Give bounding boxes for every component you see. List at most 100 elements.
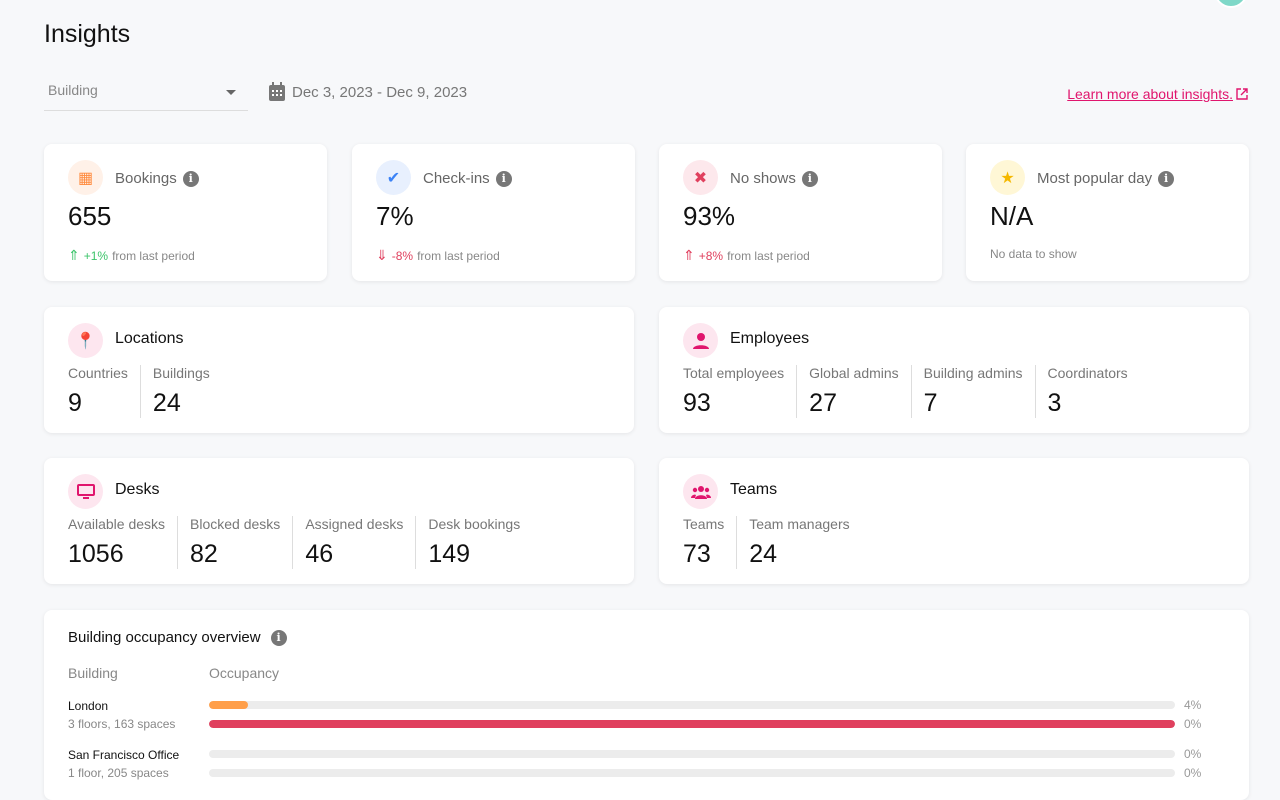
teams-card: Teams Teams 73 Team managers 24 <box>659 458 1249 584</box>
kpi-delta: +8% <box>698 248 724 263</box>
info-icon[interactable]: i <box>801 170 818 187</box>
column-header-occupancy: Occupancy <box>209 665 280 681</box>
kpi-delta: +1% <box>83 248 109 263</box>
kpi-value: N/A <box>990 201 1034 231</box>
employees-title: Employees <box>730 330 810 347</box>
occupancy-bar-fill <box>209 720 1175 728</box>
stat-teams: Teams 73 <box>683 516 736 569</box>
locations-card: 📍 Locations Countries 9 Buildings 24 <box>44 307 634 433</box>
stat-value: 24 <box>152 389 181 417</box>
check-icon: ✔ <box>376 160 411 195</box>
page-title: Insights <box>44 20 131 48</box>
kpi-delta-text: from last period <box>727 248 810 263</box>
building-occupancy-card: Building occupancy overview i Building Oc… <box>44 610 1249 800</box>
user-avatar[interactable] <box>1214 0 1248 8</box>
stat-label: Coordinators <box>1047 365 1128 381</box>
stat-label: Blocked desks <box>190 516 281 532</box>
info-icon[interactable]: i <box>270 629 287 646</box>
occupancy-bar <box>209 720 1175 728</box>
stat-label: Countries <box>68 365 128 381</box>
caret-down-icon <box>226 90 236 95</box>
building-select-value: Building <box>48 82 98 98</box>
kpi-card-check-ins: ✔ Check-ins i 7% ⇓ -8% from last period <box>352 144 635 281</box>
info-icon[interactable]: i <box>495 170 512 187</box>
stat-building-admins: Building admins 7 <box>910 365 1035 418</box>
stat-available-desks: Available desks 1056 <box>68 516 177 569</box>
kpi-delta-text: No data to show <box>990 247 1077 261</box>
stat-label: Total employees <box>683 365 785 381</box>
stat-desk-bookings: Desk bookings 149 <box>415 516 532 569</box>
external-link-icon <box>1236 88 1248 100</box>
stat-blocked-desks: Blocked desks 82 <box>177 516 292 569</box>
kpi-value: 655 <box>68 201 112 231</box>
stat-label: Buildings <box>152 365 210 381</box>
desks-title: Desks <box>115 481 160 498</box>
trend-down-icon: ⇓ <box>376 247 388 263</box>
occupancy-bar-fill <box>209 701 248 709</box>
occupancy-percent: 0% <box>1184 747 1202 761</box>
stat-label: Global admins <box>809 365 899 381</box>
employees-card: Employees Total employees 93 Global admins… <box>659 307 1249 433</box>
stat-assigned-desks: Assigned desks 46 <box>292 516 415 569</box>
stat-value: 82 <box>190 540 218 568</box>
locations-title: Locations <box>115 330 184 347</box>
stat-value: 46 <box>305 540 334 568</box>
people-icon <box>683 474 718 509</box>
info-icon[interactable]: i <box>182 170 199 187</box>
learn-more-link[interactable]: Learn more about insights. <box>1067 86 1248 102</box>
stat-value: 24 <box>749 540 778 568</box>
occupancy-bar <box>209 701 1175 709</box>
kpi-card-most-popular-day: ★ Most popular day i N/A No data to show <box>966 144 1249 281</box>
desks-card: Desks Available desks 1056 Blocked desks 82… <box>44 458 634 584</box>
kpi-card-no-shows: ✖ No shows i 93% ⇑ +8% from last period <box>659 144 942 281</box>
stat-buildings: Buildings 24 <box>139 365 222 418</box>
occupancy-bar <box>209 750 1175 758</box>
stat-value: 3 <box>1047 389 1062 417</box>
occupancy-percent: 0% <box>1184 717 1202 731</box>
date-range-text: Dec 3, 2023 - Dec 9, 2023 <box>292 83 468 101</box>
occupancy-title: Building occupancy overview <box>68 629 261 646</box>
stat-value: 93 <box>683 389 711 417</box>
kpi-label: Bookings <box>115 170 177 187</box>
kpi-value: 7% <box>376 201 414 231</box>
building-details: 3 floors, 163 spaces <box>68 717 176 731</box>
stat-global-admins: Global admins 27 <box>796 365 911 418</box>
kpi-delta-text: from last period <box>417 248 500 263</box>
kpi-delta-text: from last period <box>112 248 195 263</box>
stat-value: 27 <box>809 389 837 417</box>
date-range-picker[interactable]: Dec 3, 2023 - Dec 9, 2023 <box>268 82 467 102</box>
x-icon: ✖ <box>683 160 718 195</box>
stat-team-managers: Team managers 24 <box>736 516 861 569</box>
stat-value: 7 <box>923 389 938 417</box>
stat-label: Team managers <box>749 516 850 532</box>
info-icon[interactable]: i <box>1158 170 1175 187</box>
stat-total-employees: Total employees 93 <box>683 365 796 418</box>
building-name[interactable]: San Francisco Office <box>68 748 180 762</box>
stat-countries: Countries 9 <box>68 365 140 418</box>
monitor-icon <box>68 474 103 509</box>
calendar-star-icon: ★ <box>990 160 1025 195</box>
stat-label: Available desks <box>68 516 166 532</box>
trend-up-icon: ⇑ <box>68 247 80 263</box>
stat-label: Assigned desks <box>305 516 404 532</box>
person-icon <box>683 323 718 358</box>
kpi-label: Check-ins <box>423 170 490 187</box>
stat-value: 9 <box>68 389 82 417</box>
calendar-icon: ▦ <box>68 160 103 195</box>
kpi-value: 93% <box>683 201 736 231</box>
occupancy-bar <box>209 769 1175 777</box>
occupancy-percent: 0% <box>1184 766 1202 780</box>
stat-value: 73 <box>683 540 711 568</box>
kpi-delta: -8% <box>391 248 414 263</box>
kpi-label: No shows <box>730 170 796 187</box>
building-name[interactable]: London <box>68 699 109 713</box>
teams-title: Teams <box>730 481 778 498</box>
building-select[interactable]: Building <box>44 78 248 111</box>
calendar-icon <box>269 82 285 101</box>
stat-value: 1056 <box>68 540 124 568</box>
stat-label: Desk bookings <box>428 516 521 532</box>
stat-label: Teams <box>683 516 725 532</box>
learn-more-text: Learn more about insights. <box>1067 86 1233 102</box>
trend-up-icon: ⇑ <box>683 247 695 263</box>
column-header-building: Building <box>68 665 118 681</box>
